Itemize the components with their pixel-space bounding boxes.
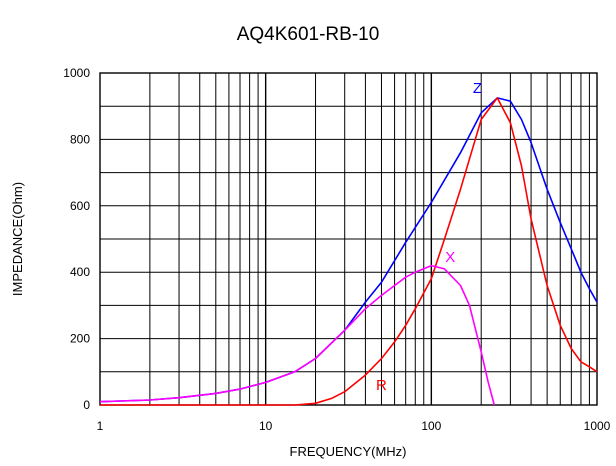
chart-title: AQ4K601-RB-10	[237, 24, 380, 45]
x-axis-label: FREQUENCY(MHz)	[290, 444, 407, 459]
series-label-r: R	[376, 377, 387, 394]
y-tick-label: 600	[70, 199, 90, 213]
y-tick-label: 800	[70, 132, 90, 146]
series-line-x	[99, 264, 496, 406]
series-label-z: Z	[473, 80, 482, 97]
grid-lines	[100, 73, 597, 405]
series-line-z	[99, 97, 598, 403]
x-tick-label: 1000	[584, 419, 611, 433]
x-tick-label: 10	[259, 419, 273, 433]
x-tick-label: 100	[421, 419, 441, 433]
y-tick-label: 1000	[63, 66, 90, 80]
y-tick-label: 200	[70, 332, 90, 346]
tick-labels: 1 10 100 1000 0 200 400 600 800 1000	[63, 66, 610, 433]
series-label-x: X	[445, 249, 455, 266]
x-tick-label: 1	[97, 419, 104, 433]
series-labels: Z R X	[376, 80, 482, 394]
y-axis-label: IMPEDANCE(Ohm)	[10, 182, 25, 296]
plot-frame	[99, 72, 598, 406]
series-line-r	[100, 97, 598, 406]
series-lines	[99, 97, 598, 406]
y-tick-label: 0	[83, 398, 90, 412]
y-tick-label: 400	[70, 265, 90, 279]
